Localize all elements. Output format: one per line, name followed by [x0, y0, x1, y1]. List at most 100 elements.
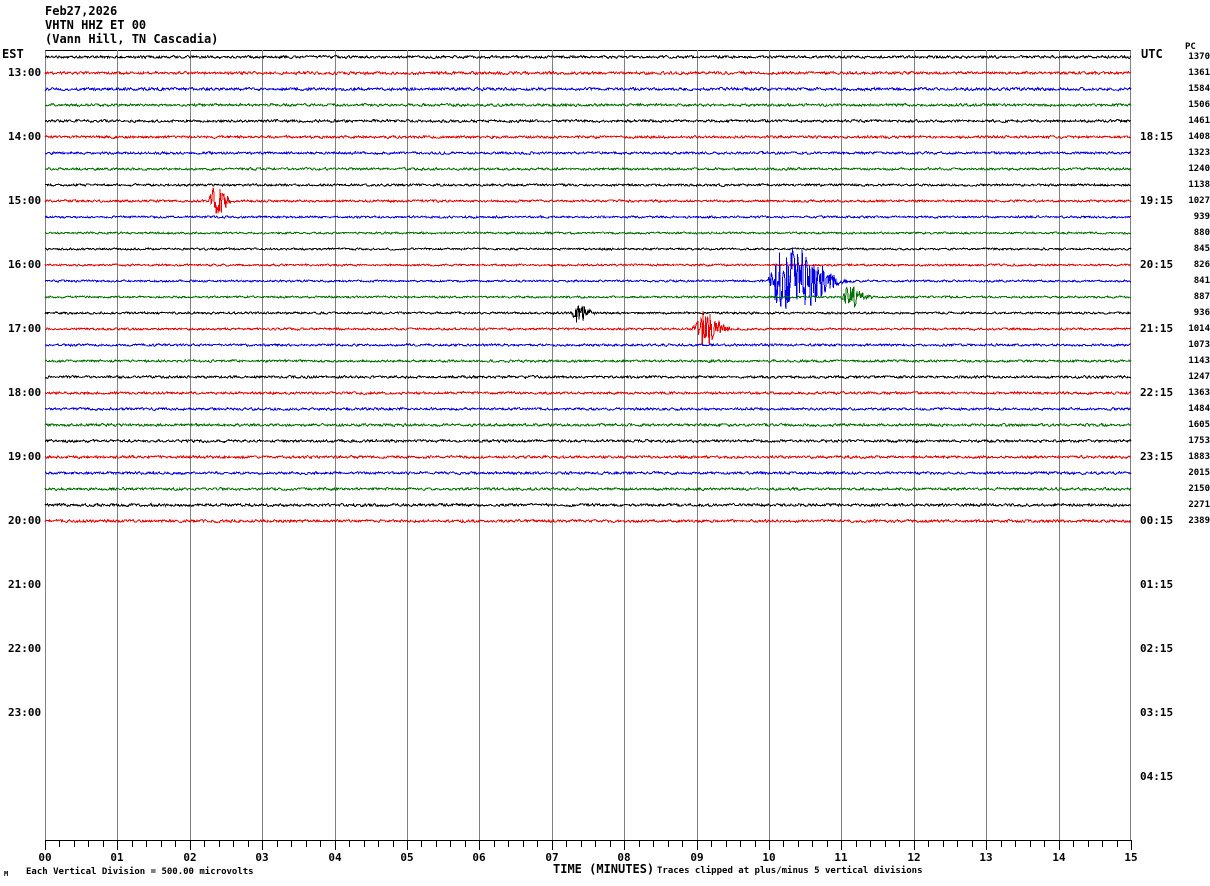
x-tick-minor — [88, 841, 89, 847]
trace-line — [44, 188, 1132, 214]
x-tick-minor — [378, 841, 379, 847]
pc-value: 1247 — [1188, 372, 1210, 382]
trace-line — [44, 231, 1132, 235]
vertical-gridline — [986, 50, 987, 840]
x-tick-major — [841, 841, 842, 850]
x-tick-minor — [755, 841, 756, 847]
pc-column-header: PC — [1185, 42, 1196, 52]
trace-line — [44, 374, 1132, 380]
trace-line — [44, 247, 1132, 251]
left-time-label: 16:00 — [8, 258, 42, 271]
pc-value: 936 — [1193, 308, 1210, 318]
right-time-label: 18:15 — [1140, 130, 1174, 143]
trace-line — [44, 454, 1132, 460]
pc-value: 1506 — [1188, 100, 1210, 110]
x-tick-minor — [320, 841, 321, 847]
x-tick-minor — [1117, 841, 1118, 847]
x-tick-label: 11 — [834, 851, 848, 864]
trace-line — [44, 305, 1132, 323]
trace-line — [44, 359, 1132, 364]
right-time-label: 01:15 — [1140, 578, 1174, 591]
x-tick-minor — [233, 841, 234, 847]
vertical-gridline — [769, 50, 770, 840]
x-tick-minor — [885, 841, 886, 847]
x-tick-minor — [1030, 841, 1031, 847]
trace-line — [44, 263, 1132, 267]
x-tick-minor — [653, 841, 654, 847]
x-tick-minor — [1001, 841, 1002, 847]
left-axis-label-est: EST — [2, 47, 24, 61]
x-tick-label: 10 — [762, 851, 776, 864]
x-tick-minor — [59, 841, 60, 847]
x-tick-minor — [812, 841, 813, 847]
pc-value: 880 — [1193, 228, 1210, 238]
x-tick-minor — [1088, 841, 1089, 847]
x-tick-major — [1059, 841, 1060, 850]
x-tick-minor — [595, 841, 596, 847]
x-tick-minor — [450, 841, 451, 847]
pc-value: 841 — [1193, 276, 1210, 286]
x-tick-minor — [204, 841, 205, 847]
x-tick-label: 04 — [328, 851, 342, 864]
trace-line — [44, 70, 1132, 76]
header-location: (Vann Hill, TN Cascadia) — [45, 32, 219, 46]
x-tick-major — [914, 841, 915, 850]
trace-line — [44, 486, 1132, 492]
x-tick-label: 00 — [38, 851, 52, 864]
scale-note: Each Vertical Division = 500.00 microvol… — [26, 867, 254, 877]
header-date: Feb27,2026 — [45, 4, 118, 18]
trace-line — [44, 518, 1132, 524]
x-tick-minor — [827, 841, 828, 847]
x-tick-minor — [1015, 841, 1016, 847]
pc-value: 1240 — [1188, 164, 1210, 174]
x-tick-minor — [175, 841, 176, 847]
trace-line — [44, 54, 1132, 60]
x-tick-minor — [566, 841, 567, 847]
pc-value: 1014 — [1188, 324, 1210, 334]
x-tick-minor — [639, 841, 640, 847]
left-time-label: 23:00 — [8, 706, 42, 719]
trace-line — [44, 150, 1132, 156]
trace-line — [44, 166, 1132, 172]
left-time-label: 17:00 — [8, 322, 42, 335]
x-tick-minor — [277, 841, 278, 847]
right-time-label: 00:15 — [1140, 514, 1174, 527]
x-tick-major — [1131, 841, 1132, 850]
vertical-gridline — [190, 50, 191, 840]
right-axis-label-utc: UTC — [1141, 47, 1163, 61]
x-tick-label: 09 — [690, 851, 704, 864]
x-tick-minor — [393, 841, 394, 847]
vertical-gridline — [1059, 50, 1060, 840]
right-time-label: 23:15 — [1140, 450, 1174, 463]
pc-value: 1370 — [1188, 52, 1210, 62]
x-tick-minor — [711, 841, 712, 847]
left-time-label: 19:00 — [8, 450, 42, 463]
x-tick-minor — [740, 841, 741, 847]
x-tick-minor — [783, 841, 784, 847]
x-tick-major — [190, 841, 191, 850]
left-time-label: 15:00 — [8, 194, 42, 207]
right-time-label: 19:15 — [1140, 194, 1174, 207]
right-time-label: 02:15 — [1140, 642, 1174, 655]
vertical-gridline — [479, 50, 480, 840]
clip-note: Traces clipped at plus/minus 5 vertical … — [657, 866, 923, 876]
pc-value: 1408 — [1188, 132, 1210, 142]
x-tick-minor — [928, 841, 929, 847]
pc-value: 1138 — [1188, 180, 1210, 190]
x-axis-line — [45, 840, 1132, 841]
x-tick-minor — [1073, 841, 1074, 847]
x-tick-minor — [494, 841, 495, 847]
x-tick-minor — [943, 841, 944, 847]
x-tick-label: 13 — [979, 851, 993, 864]
x-tick-minor — [726, 841, 727, 847]
pc-value: 1584 — [1188, 84, 1210, 94]
x-tick-minor — [798, 841, 799, 847]
left-time-label: 14:00 — [8, 130, 42, 143]
pc-value: 2271 — [1188, 500, 1210, 510]
x-tick-minor — [436, 841, 437, 847]
right-time-label: 04:15 — [1140, 770, 1174, 783]
trace-line — [44, 390, 1132, 396]
x-tick-minor — [537, 841, 538, 847]
x-tick-minor — [219, 841, 220, 847]
